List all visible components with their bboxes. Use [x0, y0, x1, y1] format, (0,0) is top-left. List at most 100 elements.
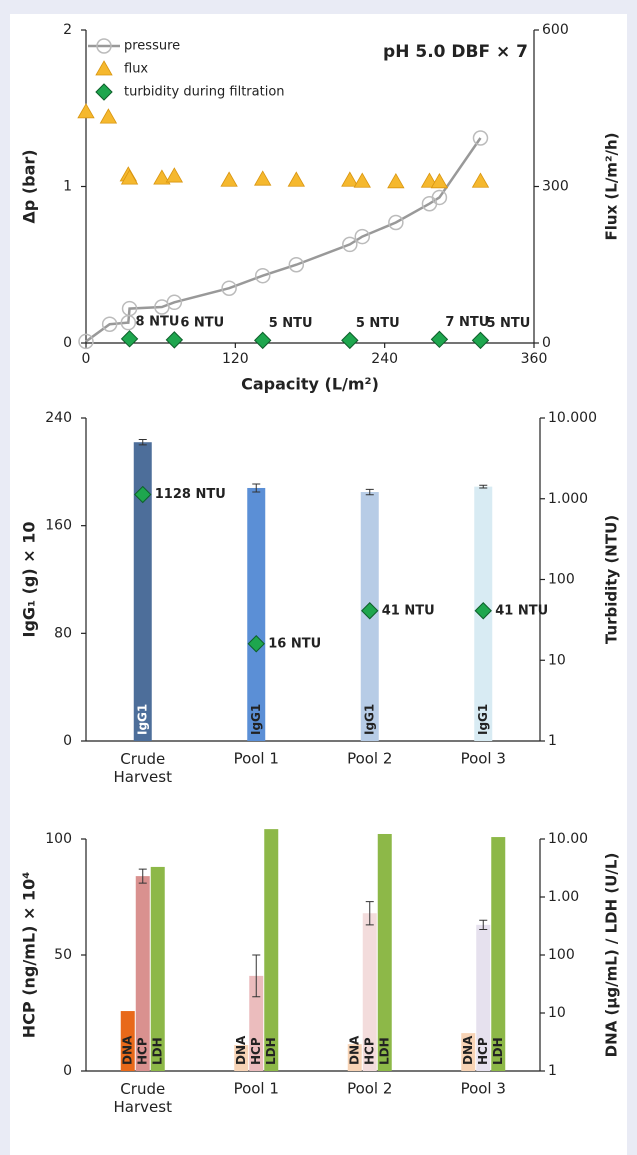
error-bar — [138, 868, 147, 884]
x-tick-label: 120 — [222, 351, 249, 367]
error-bar — [252, 483, 261, 493]
y2-tick-label: 10.000 — [548, 410, 597, 426]
marker-circle — [101, 316, 118, 332]
marker-diamond — [134, 485, 152, 504]
bar — [347, 1044, 362, 1071]
bar-label: DNA — [347, 1035, 361, 1065]
y-tick-label: 0 — [63, 1063, 72, 1079]
marker-circle — [342, 236, 358, 253]
x-axis-title: Capacity (L/m²) — [241, 375, 379, 394]
legend-marker — [95, 60, 113, 76]
marker-triangle — [165, 167, 184, 183]
y-axis-title: IgG₁ (g) × 10 — [20, 521, 39, 637]
marker-circle — [431, 189, 448, 206]
x-tick-label: Pool 3 — [461, 750, 506, 768]
data-label: 5 NTU — [486, 316, 530, 331]
marker-circle — [121, 300, 138, 317]
y-tick-label: 80 — [54, 625, 72, 641]
marker-circle — [78, 333, 94, 350]
data-label: 6 NTU — [180, 315, 224, 330]
y-tick-label: 100 — [45, 831, 72, 847]
x-tick-label: Pool 2 — [347, 750, 392, 768]
y2-tick-label: 1 — [548, 1063, 557, 1079]
bar — [476, 924, 491, 1071]
bar — [234, 1045, 249, 1071]
marker-triangle — [120, 169, 139, 185]
marker-circle — [221, 280, 237, 296]
y2-tick-label: 10 — [548, 652, 566, 668]
bar-label: DNA — [120, 1035, 134, 1065]
data-label: 8 NTU — [136, 314, 180, 329]
y2-tick-label: 10 — [548, 1005, 566, 1021]
annotation: pH 5.0 DBF × 7 — [383, 42, 528, 62]
x-tick-label: Crude Harvest — [114, 1080, 173, 1116]
bar — [264, 829, 279, 1071]
y2-axis-title: Flux (L/m²/h) — [603, 132, 621, 240]
legend-label: turbidity during filtration — [124, 85, 285, 100]
marker-circle — [388, 214, 404, 231]
marker-diamond — [341, 331, 359, 350]
bar-label: IgG1 — [362, 704, 376, 735]
x-tick-label: 0 — [82, 351, 91, 367]
bar — [150, 866, 165, 1071]
marker-diamond — [430, 330, 449, 349]
y2-tick-label: 1 — [548, 733, 557, 749]
x-tick-label: Pool 1 — [234, 750, 279, 768]
bar-label: IgG1 — [476, 704, 490, 735]
error-bar — [138, 439, 147, 446]
marker-triangle — [387, 172, 405, 189]
bar-label: LDH — [150, 1037, 164, 1065]
bar — [377, 833, 392, 1071]
x-tick-label: Crude Harvest — [114, 750, 173, 786]
bar — [133, 442, 152, 741]
bar-label: DNA — [234, 1035, 248, 1065]
y2-axis-title: Turbidity (NTU) — [603, 515, 621, 644]
bar-label: IgG1 — [135, 704, 149, 735]
data-label: 41 NTU — [495, 603, 548, 618]
bar-label: HCP — [249, 1037, 263, 1065]
marker-triangle — [99, 108, 118, 124]
y2-tick-label: 100 — [548, 947, 575, 963]
data-label: 5 NTU — [356, 316, 400, 331]
y2-tick-label: 600 — [542, 22, 569, 38]
marker-diamond — [254, 331, 272, 350]
marker-triangle — [430, 172, 449, 189]
x-tick-label: Pool 2 — [347, 1080, 392, 1098]
legend-marker — [95, 83, 113, 101]
marker-diamond — [165, 331, 184, 349]
data-label: 41 NTU — [382, 603, 435, 618]
marker-triangle — [254, 170, 272, 186]
error-bar — [365, 488, 374, 496]
y-tick-label: 0 — [63, 733, 72, 749]
y-tick-label: 2 — [63, 22, 72, 38]
y-tick-label: 50 — [54, 947, 72, 963]
bar-label: LDH — [491, 1037, 505, 1065]
y-tick-label: 160 — [45, 518, 72, 534]
y-tick-label: 0 — [63, 335, 72, 351]
bar-label: DNA — [461, 1035, 475, 1065]
marker-diamond — [361, 602, 379, 620]
error-bar — [252, 954, 261, 998]
marker-triangle — [471, 172, 490, 188]
marker-diamond — [247, 635, 265, 653]
x-tick-label: Pool 3 — [461, 1080, 506, 1098]
bar-label: HCP — [476, 1037, 490, 1065]
y2-tick-label: 0 — [542, 335, 551, 351]
y2-tick-label: 1.000 — [548, 491, 588, 507]
marker-triangle — [287, 171, 306, 187]
marker-triangle — [153, 169, 171, 185]
error-bar — [479, 919, 488, 930]
data-label: 1128 NTU — [155, 487, 226, 502]
x-tick-label: 360 — [521, 351, 548, 367]
y-tick-label: 1 — [63, 179, 72, 195]
marker-circle — [166, 294, 183, 311]
data-label: 7 NTU — [445, 315, 489, 330]
legend-marker — [96, 38, 112, 54]
legend-label: pressure — [124, 39, 180, 54]
y2-tick-label: 10.00 — [548, 831, 588, 847]
data-label: 16 NTU — [268, 636, 321, 651]
y-tick-label: 240 — [45, 410, 72, 426]
bar — [362, 913, 377, 1071]
marker-triangle — [353, 172, 371, 188]
bar — [120, 1011, 135, 1071]
